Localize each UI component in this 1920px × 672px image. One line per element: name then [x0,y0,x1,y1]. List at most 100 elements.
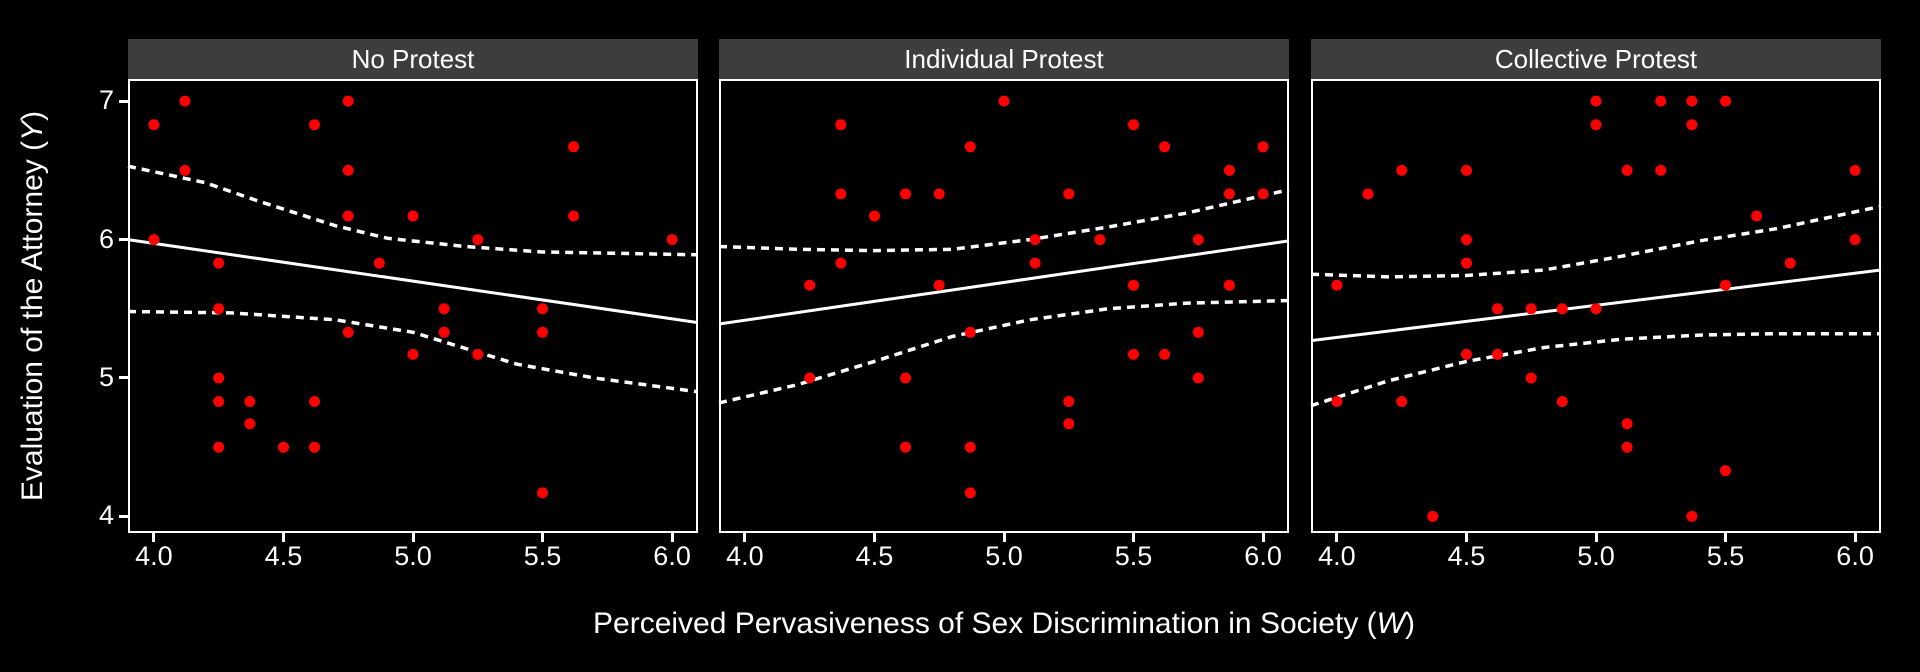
ci-upper-line [718,187,1290,253]
y-tick-label: 6 [98,223,114,254]
x-axis-title: Perceived Pervasiveness of Sex Discrimin… [593,607,1415,641]
x-axis-title-suffix: ) [1404,607,1415,640]
x-tick-mark [743,533,747,542]
data-point [213,257,225,269]
data-point [998,95,1010,107]
x-tick-label: 4.0 [135,541,173,571]
y-tick-mark [119,514,128,518]
x-tick-mark [1594,533,1598,542]
data-point [213,441,225,453]
x-tick-label: 5.0 [394,541,432,571]
data-point [933,188,945,200]
x-tick-mark [1132,533,1136,542]
data-point [472,348,484,360]
data-point [1590,303,1602,315]
x-tick-mark [872,533,876,542]
data-point [438,326,450,338]
x-tick-label: 5.5 [1706,541,1745,571]
data-point [537,487,548,499]
x-tick-label: 6.0 [1836,541,1874,571]
ci-upper-line [1310,204,1882,279]
y-axis-title: Evaluation of the Attorney (Y) [16,111,50,501]
scatter-panel [718,79,1290,533]
data-point [1621,441,1633,453]
data-point [964,487,976,499]
x-tick-label: 4.5 [855,541,894,571]
data-point [1029,257,1041,269]
data-point [213,303,225,315]
x-tick-mark [670,533,674,542]
data-point [213,372,225,384]
data-point [342,210,354,222]
data-point [900,441,911,453]
data-point [1461,348,1472,360]
data-point [1461,234,1472,246]
x-tick-label: 5.0 [985,541,1023,571]
data-point [1223,188,1235,200]
data-point [244,418,256,430]
data-point [1621,418,1633,430]
x-tick-mark [1335,533,1339,542]
data-point [1396,164,1408,176]
x-tick-label: 6.0 [1244,541,1282,571]
data-point [1849,164,1861,176]
y-tick-mark [119,376,128,380]
panel-background [719,79,1289,533]
x-tick-mark [281,533,285,542]
data-point [1686,119,1698,131]
data-point [900,372,911,384]
x-tick-label: 6.0 [653,541,691,571]
data-point [1655,164,1667,176]
data-point [148,234,160,246]
x-tick-mark [1261,533,1265,542]
facet-strip: Collective Protest [1311,39,1881,79]
data-point [1556,396,1568,407]
panel-border [128,79,698,533]
ci-lower-line [127,309,699,394]
facet-strip-label: Collective Protest [1494,44,1698,74]
data-point [1525,372,1537,384]
y-axis-variable: Y [16,120,49,141]
data-point [537,326,548,338]
x-tick-label: 4.0 [1318,541,1356,571]
data-point [666,234,678,246]
x-tick-mark [152,533,156,542]
x-tick-mark [1853,533,1857,542]
fit-line [718,239,1290,326]
data-point [438,303,450,315]
data-point [1427,510,1439,522]
data-point [342,326,354,338]
data-point [179,164,191,176]
panel-border [719,79,1289,533]
data-point [1590,119,1602,131]
x-tick-label: 4.5 [1447,541,1486,571]
data-point [1686,510,1698,522]
data-point [964,326,976,338]
data-point [1556,303,1568,315]
data-point [1223,279,1235,291]
data-point [835,257,847,269]
x-tick-mark [1724,533,1728,542]
y-axis-title-suffix: ) [16,110,49,121]
data-point [244,396,256,407]
data-point [1751,210,1763,222]
data-point [1257,141,1269,153]
data-point [568,210,580,222]
data-point [1128,119,1139,131]
ci-lower-line [718,298,1290,405]
x-tick-mark [1002,533,1006,542]
data-point [1192,234,1204,246]
data-point [900,188,911,200]
data-point [1331,396,1343,407]
data-point [213,396,225,407]
data-point [407,210,419,222]
data-point [1720,279,1731,291]
data-point [1159,141,1171,153]
y-tick-label: 4 [98,500,114,531]
data-point [804,372,816,384]
data-point [964,141,976,153]
y-tick-mark [119,238,128,242]
x-axis-title-text: Perceived Pervasiveness of Sex Discrimin… [593,607,1377,640]
data-point [537,303,548,315]
data-point [1192,326,1204,338]
